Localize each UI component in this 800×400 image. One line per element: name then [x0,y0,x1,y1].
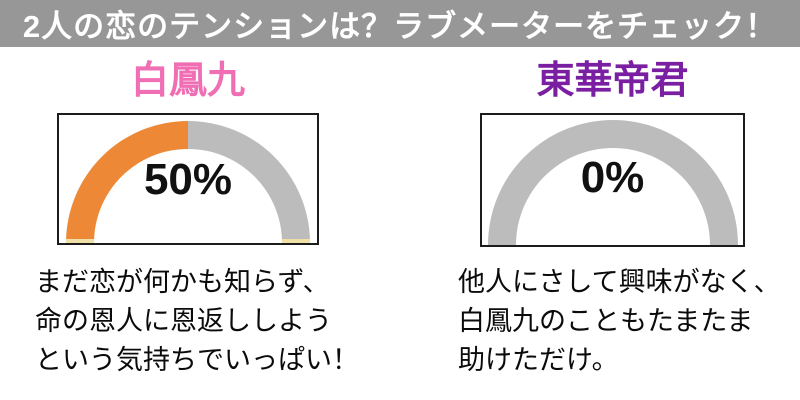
description-line: 助けただけ。 [458,345,619,375]
love-meter-panel-right: 0% [480,113,745,370]
character-name-left: 白鳳九 [130,60,245,102]
love-meter-gauge-right: 0% [487,120,738,370]
character-description-left: まだ恋が何かも知らず、 命の恩人に恩返ししよう という気持ちでいっぱい！ [35,263,359,380]
character-name-right: 東華帝君 [536,60,689,102]
description-line: 白鳳九のこともたまたま [458,306,754,336]
description-line: 命の恩人に恩返ししよう [35,306,332,336]
description-line: という気持ちでいっぱい！ [35,345,359,375]
character-description-right: 他人にさして興味がなく、 白鳳九のこともたまたま 助けただけ。 [458,263,781,380]
gauge-value-label: 0% [580,153,645,202]
header-title: 2人の恋のテンションは？ラブメーターをチェック！ [22,9,778,44]
love-meter-gauge-left: 50% [66,121,310,365]
gauge-baseline-mark-left [66,239,94,243]
gauge-value-label: 50% [143,155,233,204]
header-banner: 2人の恋のテンションは？ラブメーターをチェック！ [0,0,800,47]
gauge-baseline-mark-right [282,239,310,243]
description-line: まだ恋が何かも知らず、 [35,267,330,297]
description-line: 他人にさして興味がなく、 [458,267,781,297]
love-meter-panel-left: 50% [57,113,319,365]
